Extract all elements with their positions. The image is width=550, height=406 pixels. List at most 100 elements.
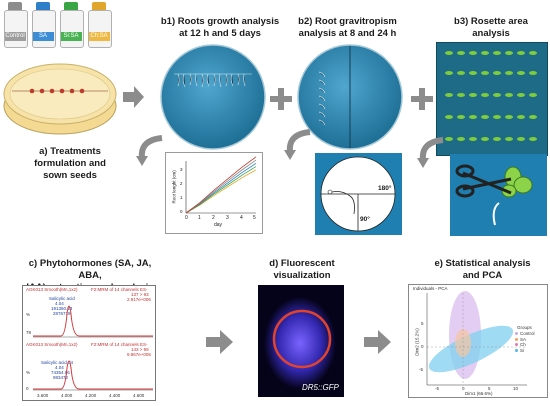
chart-ylabel: Root lenght (cm) <box>171 170 177 204</box>
bottom-y-val: 0 <box>26 386 29 391</box>
chart-ytick-2: 2 <box>180 181 183 186</box>
step-a-label: a) Treatments formulation and sown seeds <box>20 146 120 182</box>
x-tick-1: 4.000 <box>61 393 73 398</box>
legend-item-ch: Ch <box>515 342 547 348</box>
petri-dish-root-growth <box>160 44 266 150</box>
pca-ytick-2: -5 <box>419 367 424 372</box>
scissors-icon <box>455 164 533 226</box>
step-b3-label-line2: analysis <box>472 28 510 39</box>
angle-180-label: 180° <box>378 185 392 192</box>
petri-dish-gravitropism <box>297 44 403 150</box>
bottle-si-sa: Si:SA <box>58 2 84 48</box>
bottom-header-right2: 143 > 99 <box>131 347 149 352</box>
top-peak-name: Salicylic acid <box>49 296 75 301</box>
chromatogram-panel: AGK013 Smooth(Mn,1x2) F2:MRM of 14 chann… <box>22 285 156 401</box>
root-growth-series-line <box>185 159 257 214</box>
step-b2-label-line1: b2) Root gravitropism <box>298 16 397 27</box>
chart-ytick-3: 3 <box>180 167 183 172</box>
bottom-peak-name: Salicylic acid d4 <box>41 360 74 365</box>
bottle-label-control: Control <box>5 33 25 39</box>
pca-xlabel: Dim1 (66.6%) <box>465 391 493 396</box>
chart-xtick-2: 2 <box>212 215 215 221</box>
root-growth-series-line <box>185 169 257 214</box>
chart-xtick-4: 4 <box>240 215 243 221</box>
root-growth-series-line <box>185 162 257 214</box>
step-b3-label-line1: b3) Rosette area <box>454 16 528 27</box>
plus-icon <box>270 88 292 115</box>
legend-item-control: Control <box>515 331 547 337</box>
chart-xlabel: day <box>214 222 223 228</box>
chart-xtick-0: 0 <box>185 215 188 221</box>
pca-ytick-0: 5 <box>421 321 424 326</box>
angle-diagram <box>320 156 396 232</box>
top-header-right2: 137 > 93 <box>131 292 149 297</box>
arrow-right-icon <box>364 328 392 356</box>
curved-arrow-icon <box>134 134 168 168</box>
rosette-plate <box>436 42 548 156</box>
petri-dish-sown-seeds <box>2 58 118 136</box>
x-tick-4: 4.600 <box>133 393 145 398</box>
step-c-label-line1: c) Phytohormones (SA, JA, ABA, <box>28 258 152 281</box>
pca-xtick-0: -5 <box>435 386 440 391</box>
step-b1-label: b1) Roots growth analysis at 12 h and 5 … <box>150 16 290 40</box>
bottom-y-pct: % <box>26 370 31 375</box>
pca-plot-panel: Individuals - PCA Dim2 (15.2%) Dim1 (66.… <box>408 284 548 398</box>
bottle-ch-sa: Ch:SA <box>86 2 112 48</box>
top-header-right: F2:MRM of 14 channels ES- <box>91 287 148 292</box>
pca-ytick-1: 0 <box>421 344 424 349</box>
root-growth-series-line <box>185 156 257 214</box>
bottle-label-si-sa: Si:SA <box>63 33 79 39</box>
pca-xtick-3: 10 <box>513 386 519 391</box>
chart-xtick-1: 1 <box>198 215 201 221</box>
arrow-right-icon <box>123 85 145 109</box>
legend-label-sa: SA <box>520 336 527 342</box>
legend-item-si: Si <box>515 348 547 354</box>
step-d-label-line2: visualization <box>273 270 331 281</box>
pca-title: Individuals - PCA <box>413 286 448 291</box>
pca-legend: Control SA Ch Si <box>515 331 547 353</box>
legend-label-ch: Ch <box>520 342 526 347</box>
arrow-right-icon <box>206 328 234 356</box>
root-growth-chart <box>185 156 257 214</box>
bottom-header-right3: 9.867e+005 <box>127 352 151 357</box>
step-e-label: e) Statistical analysis and PCA <box>425 258 540 282</box>
chart-ytick-0: 0 <box>180 209 183 214</box>
top-peak-height: 2876719 <box>53 311 71 316</box>
pca-legend-title: Groups <box>517 325 532 330</box>
top-y-pct: % <box>26 312 31 317</box>
step-d-label-line1: d) Fluorescent <box>269 258 335 269</box>
step-a-label-line3: sown seeds <box>43 170 97 181</box>
root-growth-chart-panel: Root lenght (cm) 0 1 2 3 0 1 2 3 4 5 day <box>165 152 263 234</box>
rosette-cutting-panel <box>450 154 547 236</box>
top-peak-area: 191350.23 <box>51 306 73 311</box>
bottom-header-right: F2:MRM of 14 channels ES- <box>91 342 148 347</box>
step-d-label: d) Fluorescent visualization <box>252 258 352 282</box>
pca-ylabel: Dim2 (15.2%) <box>414 328 420 356</box>
step-b3-label: b3) Rosette area analysis <box>432 16 550 40</box>
gravitropism-angle-panel: 180° 90° <box>315 153 402 235</box>
treatment-bottles: Control SA Si:SA Ch:SA <box>2 2 114 48</box>
top-peak-time: 4.04 <box>55 301 64 306</box>
x-tick-0: 3.600 <box>37 393 49 398</box>
bottle-sa: SA <box>30 2 56 48</box>
bottom-peak-area: 74354.96 <box>51 370 70 375</box>
fluorescence-image: DR5::GFP <box>258 285 344 397</box>
legend-item-sa: SA <box>515 337 547 343</box>
fluorescent-marker-label: DR5::GFP <box>302 383 339 392</box>
chart-ytick-1: 1 <box>180 195 183 200</box>
top-header-left: AGK013 Smooth(Mn,1x2) <box>26 287 78 292</box>
pca-xtick-1: 0 <box>462 386 465 391</box>
bottom-peak-time: 4.04 <box>55 365 64 370</box>
legend-label-si: Si <box>520 347 525 353</box>
step-e-label-line2: and PCA <box>462 270 503 281</box>
chart-xtick-3: 3 <box>226 215 229 221</box>
bottom-peak-height: 983472 <box>53 375 69 380</box>
step-b1-label-line1: b1) Roots growth analysis <box>160 16 280 27</box>
top-y-val: 78 <box>26 330 32 335</box>
legend-label-control: Control <box>520 331 535 336</box>
step-a-label-line2: formulation and <box>34 158 106 169</box>
pca-xtick-2: 5 <box>488 386 491 391</box>
root-growth-series-line <box>185 166 257 214</box>
step-e-label-line1: e) Statistical analysis <box>434 258 531 269</box>
curved-arrow-icon <box>415 136 449 170</box>
